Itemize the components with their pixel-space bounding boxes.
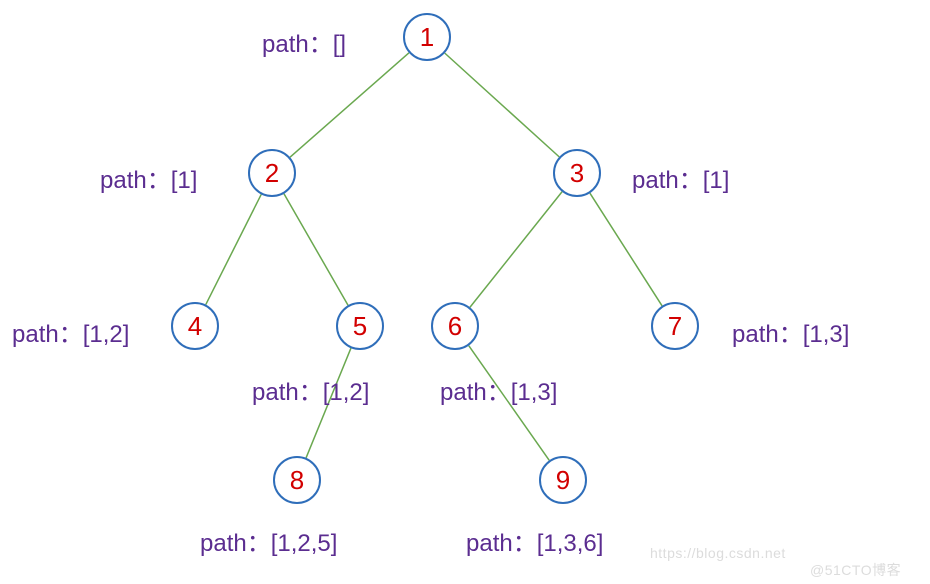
tree-node-1: 1 <box>403 13 451 61</box>
tree-edge <box>206 194 261 304</box>
path-label-8: path：[1,2,5] <box>200 523 337 558</box>
path-label-3: path：[1] <box>632 160 729 195</box>
tree-edge <box>284 194 348 305</box>
tree-node-6: 6 <box>431 302 479 350</box>
tree-edge <box>590 193 662 306</box>
tree-edge <box>445 53 559 157</box>
tree-node-3: 3 <box>553 149 601 197</box>
tree-node-label: 8 <box>290 465 304 496</box>
tree-node-2: 2 <box>248 149 296 197</box>
tree-node-5: 5 <box>336 302 384 350</box>
tree-edge <box>470 192 562 307</box>
path-label-7: path：[1,3] <box>732 314 849 349</box>
path-label-1: path：[] <box>262 24 346 59</box>
tree-node-label: 9 <box>556 465 570 496</box>
tree-node-label: 7 <box>668 311 682 342</box>
tree-node-label: 4 <box>188 311 202 342</box>
path-label-4: path：[1,2] <box>12 314 129 349</box>
watermark-text: https://blog.csdn.net <box>650 545 786 561</box>
path-label-2: path：[1] <box>100 160 197 195</box>
path-label-5: path：[1,2] <box>252 372 369 407</box>
tree-node-4: 4 <box>171 302 219 350</box>
path-label-6: path：[1,3] <box>440 372 557 407</box>
tree-node-label: 2 <box>265 158 279 189</box>
tree-edge <box>290 53 409 157</box>
tree-node-7: 7 <box>651 302 699 350</box>
tree-node-9: 9 <box>539 456 587 504</box>
tree-edges <box>0 0 930 584</box>
tree-node-label: 3 <box>570 158 584 189</box>
path-label-9: path：[1,3,6] <box>466 523 603 558</box>
watermark-text: @51CTO博客 <box>810 560 901 580</box>
tree-node-8: 8 <box>273 456 321 504</box>
tree-node-label: 6 <box>448 311 462 342</box>
tree-node-label: 5 <box>353 311 367 342</box>
tree-node-label: 1 <box>420 22 434 53</box>
